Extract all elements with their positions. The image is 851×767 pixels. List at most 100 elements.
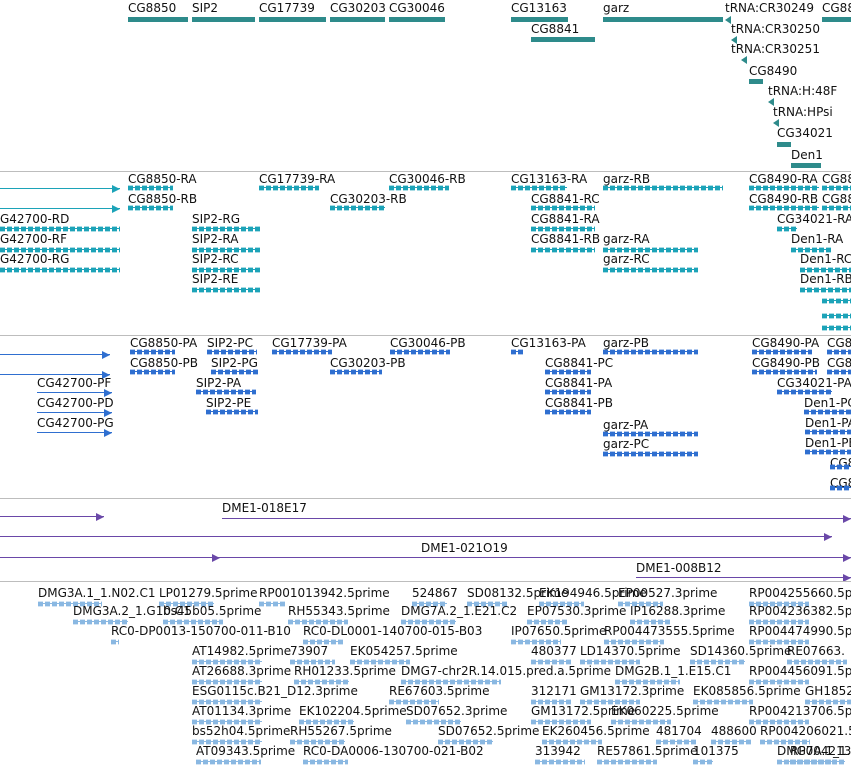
feature-glyph[interactable] [749, 679, 809, 686]
feature-glyph[interactable] [299, 719, 354, 726]
feature-glyph[interactable] [222, 518, 851, 519]
feature-glyph[interactable] [192, 699, 262, 706]
feature-glyph[interactable] [777, 142, 791, 147]
feature-glyph[interactable] [406, 719, 461, 726]
feature-glyph[interactable] [693, 699, 753, 706]
feature-glyph[interactable] [290, 739, 345, 746]
feature-glyph[interactable] [128, 185, 173, 193]
feature-glyph[interactable] [603, 431, 698, 439]
feature-glyph[interactable] [731, 36, 737, 44]
feature-glyph[interactable] [749, 185, 819, 193]
feature-glyph[interactable] [294, 679, 349, 686]
feature-glyph[interactable] [749, 639, 809, 646]
feature-glyph[interactable] [603, 247, 698, 255]
feature-glyph[interactable] [580, 659, 640, 666]
feature-glyph[interactable] [0, 188, 120, 189]
feature-glyph[interactable] [800, 267, 851, 275]
feature-glyph[interactable] [611, 719, 671, 726]
feature-glyph[interactable] [390, 349, 450, 357]
feature-glyph[interactable] [511, 17, 568, 22]
feature-glyph[interactable] [272, 349, 332, 357]
feature-glyph[interactable] [0, 267, 120, 275]
feature-glyph[interactable] [749, 601, 809, 608]
feature-glyph[interactable] [827, 349, 851, 357]
feature-glyph[interactable] [259, 17, 326, 22]
feature-glyph[interactable] [535, 759, 585, 766]
feature-glyph[interactable] [827, 369, 851, 377]
feature-glyph[interactable] [822, 17, 851, 22]
feature-glyph[interactable] [830, 485, 851, 493]
feature-glyph[interactable] [438, 739, 493, 746]
feature-glyph[interactable] [777, 226, 797, 234]
feature-glyph[interactable] [0, 557, 220, 558]
feature-glyph[interactable] [192, 719, 262, 726]
feature-glyph[interactable] [207, 349, 257, 357]
feature-glyph[interactable] [130, 349, 175, 357]
feature-glyph[interactable] [531, 37, 595, 42]
feature-glyph[interactable] [196, 389, 256, 397]
feature-glyph[interactable] [0, 536, 832, 537]
feature-glyph[interactable] [656, 739, 696, 746]
feature-glyph[interactable] [0, 247, 120, 255]
feature-glyph[interactable] [531, 719, 591, 726]
feature-glyph[interactable] [749, 205, 819, 213]
feature-glyph[interactable] [545, 409, 591, 417]
feature-glyph[interactable] [259, 601, 285, 608]
feature-glyph[interactable] [111, 639, 119, 646]
feature-glyph[interactable] [531, 226, 595, 234]
feature-glyph[interactable] [791, 163, 821, 168]
feature-glyph[interactable] [527, 619, 567, 626]
feature-glyph[interactable] [603, 451, 698, 459]
feature-glyph[interactable] [0, 354, 110, 355]
feature-glyph[interactable] [822, 298, 851, 306]
feature-glyph[interactable] [467, 601, 507, 608]
feature-glyph[interactable] [0, 208, 120, 209]
feature-glyph[interactable] [749, 79, 763, 84]
feature-glyph[interactable] [531, 699, 571, 706]
feature-glyph[interactable] [412, 601, 447, 608]
feature-glyph[interactable] [511, 185, 567, 193]
feature-glyph[interactable] [805, 429, 851, 437]
feature-glyph[interactable] [749, 719, 809, 726]
feature-glyph[interactable] [822, 325, 851, 333]
feature-glyph[interactable] [615, 679, 680, 686]
feature-glyph[interactable] [330, 369, 382, 377]
feature-glyph[interactable] [604, 639, 664, 646]
feature-glyph[interactable] [805, 699, 851, 706]
feature-glyph[interactable] [0, 374, 110, 375]
feature-glyph[interactable] [749, 619, 809, 626]
feature-glyph[interactable] [290, 659, 335, 666]
feature-glyph[interactable] [0, 516, 104, 517]
feature-glyph[interactable] [511, 349, 523, 357]
feature-glyph[interactable] [752, 369, 817, 377]
feature-glyph[interactable] [163, 619, 223, 626]
feature-glyph[interactable] [636, 577, 851, 578]
feature-glyph[interactable] [350, 659, 410, 666]
feature-glyph[interactable] [545, 389, 591, 397]
feature-glyph[interactable] [822, 205, 851, 213]
feature-glyph[interactable] [196, 759, 261, 766]
feature-glyph[interactable] [603, 267, 698, 275]
feature-glyph[interactable] [760, 739, 810, 746]
feature-glyph[interactable] [192, 226, 260, 234]
feature-glyph[interactable] [773, 119, 779, 127]
feature-glyph[interactable] [580, 699, 640, 706]
feature-glyph[interactable] [128, 205, 173, 213]
feature-glyph[interactable] [192, 17, 255, 22]
feature-glyph[interactable] [725, 16, 731, 24]
feature-glyph[interactable] [805, 449, 851, 457]
feature-glyph[interactable] [401, 619, 456, 626]
feature-glyph[interactable] [539, 601, 584, 608]
feature-glyph[interactable] [791, 247, 831, 255]
feature-glyph[interactable] [37, 392, 112, 393]
feature-glyph[interactable] [37, 432, 112, 433]
feature-glyph[interactable] [389, 699, 439, 706]
feature-glyph[interactable] [690, 659, 745, 666]
feature-glyph[interactable] [603, 17, 723, 22]
feature-glyph[interactable] [790, 759, 845, 766]
feature-glyph[interactable] [192, 679, 262, 686]
feature-glyph[interactable] [741, 56, 747, 64]
feature-glyph[interactable] [597, 759, 657, 766]
feature-glyph[interactable] [330, 205, 385, 213]
feature-glyph[interactable] [618, 601, 663, 608]
